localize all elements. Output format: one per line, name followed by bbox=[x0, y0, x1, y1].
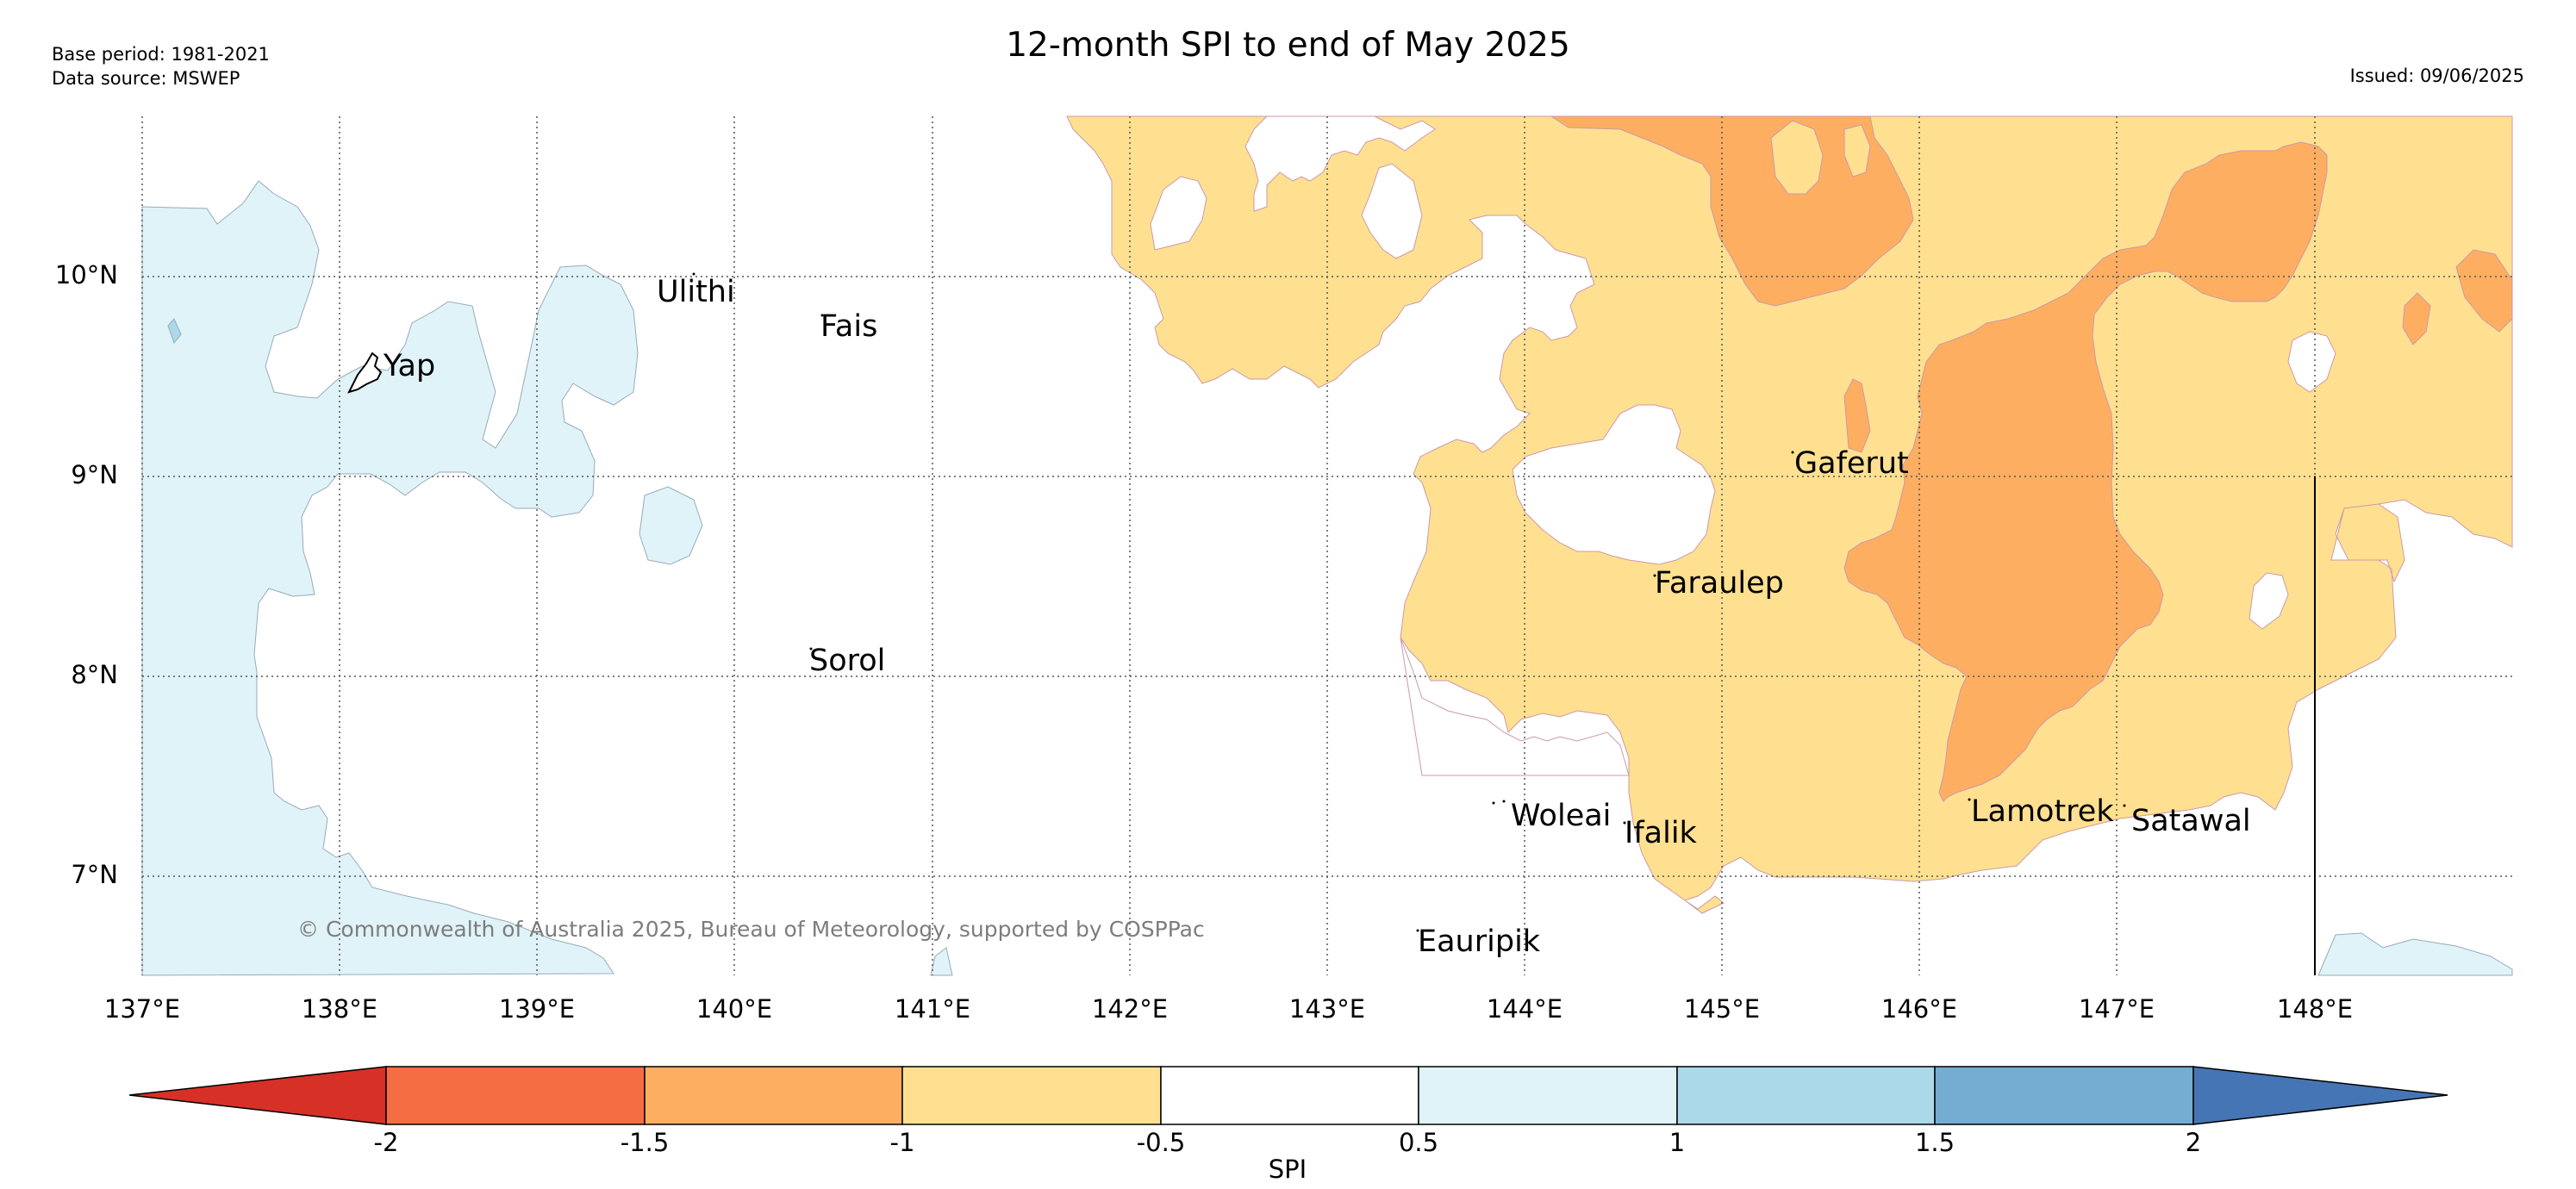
colorbar-bin-7 bbox=[1934, 1066, 2194, 1125]
place-ulithi: Ulithi bbox=[657, 275, 735, 309]
ulithi-dot bbox=[692, 272, 695, 276]
colorbar-bin-1 bbox=[385, 1066, 646, 1125]
colorbar-tick: -1 bbox=[889, 1128, 915, 1157]
woleai-dot-1 bbox=[1492, 801, 1495, 805]
issued-date: Issued: 09/06/2025 bbox=[2349, 65, 2524, 86]
normal-hole-small-east bbox=[2249, 572, 2289, 630]
place-ifalik: Ifalik bbox=[1625, 816, 1697, 850]
dry-blob-strong-9n bbox=[1843, 378, 1871, 453]
woleai-dot-2 bbox=[1502, 800, 1506, 803]
colorbar-tick: -2 bbox=[373, 1128, 399, 1157]
dry-region-strong-central bbox=[1843, 141, 2328, 802]
satawal-dot bbox=[2123, 804, 2126, 807]
colorbar bbox=[128, 1066, 2448, 1125]
normal-patch-woleai bbox=[1400, 637, 1630, 776]
data-source: Data source: MSWEP bbox=[52, 68, 240, 89]
colorbar-bin-5 bbox=[1418, 1066, 1678, 1125]
lon-label-147e: 147°E bbox=[2078, 994, 2155, 1024]
place-lamotrek: Lamotrek bbox=[1971, 794, 2114, 829]
metadata-block: Base period: 1981-2021 Data source: MSWE… bbox=[52, 42, 270, 90]
place-faraulep: Faraulep bbox=[1655, 566, 1784, 601]
colorbar-tick: 0.5 bbox=[1398, 1128, 1439, 1157]
lat-label-9n: 9°N bbox=[71, 460, 118, 489]
lon-label-144e: 144°E bbox=[1486, 994, 1563, 1024]
dry-blob-strong-east bbox=[2455, 249, 2513, 333]
base-period: Base period: 1981-2021 bbox=[52, 44, 270, 65]
lon-label-138e: 138°E bbox=[301, 994, 378, 1024]
colorbar-tick: 1 bbox=[1668, 1128, 1686, 1157]
colorbar-title: SPI bbox=[1268, 1155, 1307, 1184]
normal-hole-east bbox=[2287, 331, 2336, 393]
normal-hole-north bbox=[1150, 176, 1207, 251]
wet-region-west bbox=[141, 180, 639, 976]
dry-blob-strong-east-2 bbox=[2402, 292, 2431, 345]
place-eauripik: Eauripik bbox=[1418, 924, 1541, 959]
colorbar-extend-high bbox=[2192, 1066, 2448, 1125]
gaferut-dot bbox=[1791, 451, 1794, 454]
wet-bit-south bbox=[930, 947, 953, 976]
lamotrek-dot bbox=[1968, 798, 1971, 801]
colorbar-bin-2 bbox=[644, 1066, 903, 1125]
lon-label-137e: 137°E bbox=[103, 994, 181, 1024]
lat-label-10n: 10°N bbox=[54, 260, 118, 289]
lon-label-146e: 146°E bbox=[1881, 994, 1958, 1024]
wet-blob-small bbox=[167, 318, 182, 345]
faraulep-dot bbox=[1653, 574, 1656, 577]
copyright-notice: © Commonwealth of Australia 2025, Bureau… bbox=[297, 917, 1205, 942]
colorbar-tick: 2 bbox=[2185, 1128, 2202, 1157]
place-gaferut: Gaferut bbox=[1794, 446, 1909, 481]
wet-blob bbox=[639, 486, 703, 565]
dry-region-moderate bbox=[1066, 115, 2513, 914]
colorbar-extend-low bbox=[128, 1066, 387, 1125]
normal-hole-9n bbox=[1512, 404, 1716, 565]
lat-label-8n: 8°N bbox=[71, 660, 118, 689]
wet-region-southeast bbox=[2317, 932, 2513, 976]
lon-label-142e: 142°E bbox=[1091, 994, 1169, 1024]
graticule bbox=[141, 116, 2512, 975]
normal-hole-mid bbox=[1361, 163, 1423, 259]
lon-label-148e: 148°E bbox=[2276, 994, 2354, 1024]
place-sorol: Sorol bbox=[809, 644, 886, 678]
colorbar-tick: -0.5 bbox=[1136, 1128, 1186, 1157]
fais-dot bbox=[820, 314, 824, 317]
dry-region-strong-north bbox=[1550, 115, 1914, 307]
colorbar-tick: 1.5 bbox=[1914, 1128, 1955, 1157]
place-woleai: Woleai bbox=[1511, 799, 1612, 833]
lon-label-143e: 143°E bbox=[1288, 994, 1366, 1024]
colorbar-tick: -1.5 bbox=[620, 1128, 670, 1157]
dry-hole-north-2 bbox=[1843, 124, 1871, 177]
lon-label-145e: 145°E bbox=[1683, 994, 1761, 1024]
yap-island bbox=[347, 352, 383, 394]
lon-label-141e: 141°E bbox=[894, 994, 971, 1024]
lon-label-140e: 140°E bbox=[695, 994, 773, 1024]
ifalik-dot bbox=[1623, 821, 1626, 825]
normal-hole-central bbox=[1244, 115, 1436, 212]
eauripik-dot bbox=[1416, 929, 1419, 932]
atoll-dots bbox=[692, 272, 2126, 932]
place-yap: Yap bbox=[384, 349, 436, 383]
colorbar-bin-3 bbox=[901, 1066, 1162, 1125]
lat-label-7n: 7°N bbox=[71, 860, 118, 889]
place-fais: Fais bbox=[820, 309, 878, 344]
sorol-dot bbox=[809, 647, 813, 651]
dry-hole-north bbox=[1770, 120, 1824, 195]
place-satawal: Satawal bbox=[2131, 804, 2251, 838]
colorbar-bin-6 bbox=[1676, 1066, 1936, 1125]
colorbar-bin-4 bbox=[1160, 1066, 1419, 1125]
lon-label-139e: 139°E bbox=[498, 994, 576, 1024]
map-title: 12-month SPI to end of May 2025 bbox=[1006, 26, 1570, 65]
